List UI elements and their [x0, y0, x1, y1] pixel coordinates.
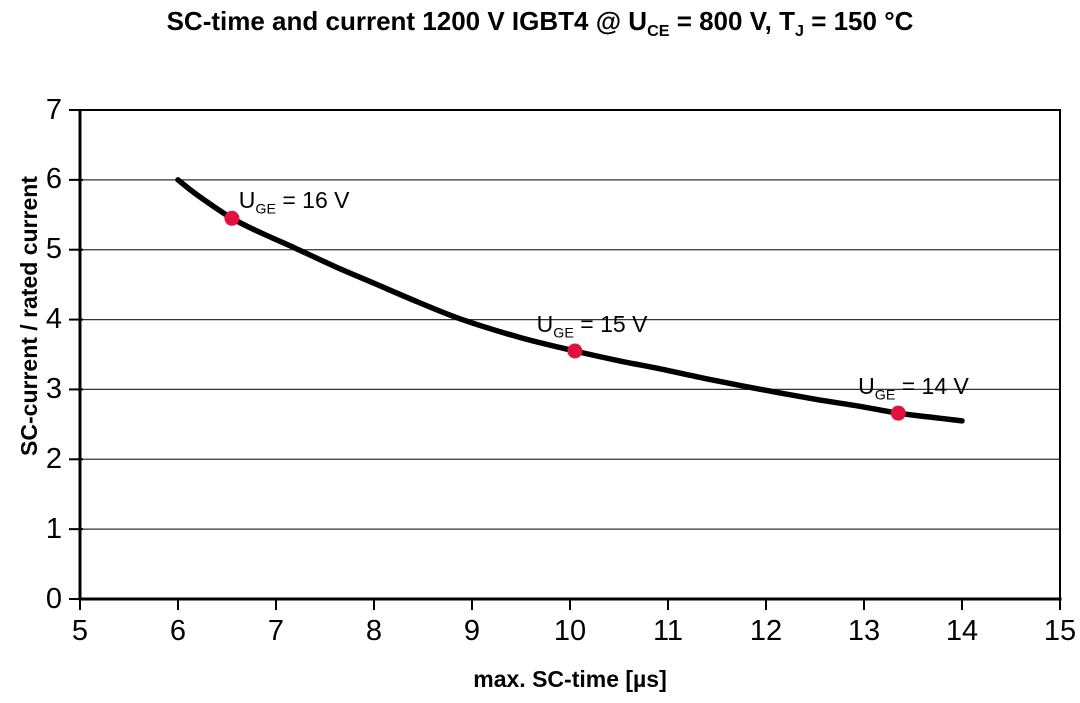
x-tick-label-6: 6: [169, 615, 187, 647]
data-point-marker-2: [890, 405, 906, 421]
y-tick-label-0: 0: [45, 582, 62, 615]
subscript-text: GE: [874, 387, 896, 404]
x-tick-label-9: 9: [463, 615, 481, 647]
label-text: = 150 °C: [803, 6, 914, 36]
subscript-text: CE: [647, 22, 670, 41]
subscript-text: J: [795, 22, 804, 41]
y-tick-label-3: 3: [45, 372, 62, 405]
x-tick-label-11: 11: [652, 615, 684, 647]
y-tick-label-1: 1: [45, 512, 62, 545]
subscript-text: GE: [255, 201, 276, 218]
x-tick-label-7: 7: [267, 615, 285, 647]
data-point-marker-0: [224, 210, 240, 226]
subscript-text: GE: [553, 325, 574, 342]
x-tick-label-5: 5: [71, 615, 89, 647]
label-text: U: [858, 373, 875, 400]
label-text: SC-time and current 1200 V IGBT4 @ U: [166, 6, 648, 36]
label-text: = 14 V: [895, 373, 969, 400]
label-text: U: [238, 186, 256, 213]
label-text: = 16 V: [275, 186, 350, 213]
y-tick-label-5: 5: [45, 233, 62, 266]
data-point-marker-1: [567, 343, 583, 359]
x-axis-title: max. SC-time [µs]: [473, 666, 667, 692]
curve-0: [175, 177, 965, 424]
x-tick-label-15: 15: [1043, 615, 1077, 647]
annotation-uge-1: UGE = 15 V: [536, 311, 648, 341]
label-text: = 15 V: [573, 311, 648, 338]
y-tick-label-7: 7: [45, 93, 62, 126]
x-tick-label-12: 12: [749, 615, 783, 647]
label-text: = 800 V, T: [669, 6, 795, 36]
y-tick-label-2: 2: [45, 442, 62, 475]
x-tick-label-14: 14: [945, 615, 979, 647]
x-tick-label-8: 8: [365, 615, 383, 647]
x-tick-label-13: 13: [847, 615, 881, 647]
annotation-uge-0: UGE = 16 V: [238, 186, 350, 217]
chart-title: SC-time and current 1200 V IGBT4 @ UCE =…: [0, 6, 1080, 41]
label-text: U: [536, 311, 554, 338]
x-tick-label-10: 10: [553, 615, 587, 647]
y-tick-label-4: 4: [45, 303, 62, 336]
y-tick-label-6: 6: [45, 163, 62, 196]
annotation-uge-2: UGE = 14 V: [858, 373, 969, 403]
